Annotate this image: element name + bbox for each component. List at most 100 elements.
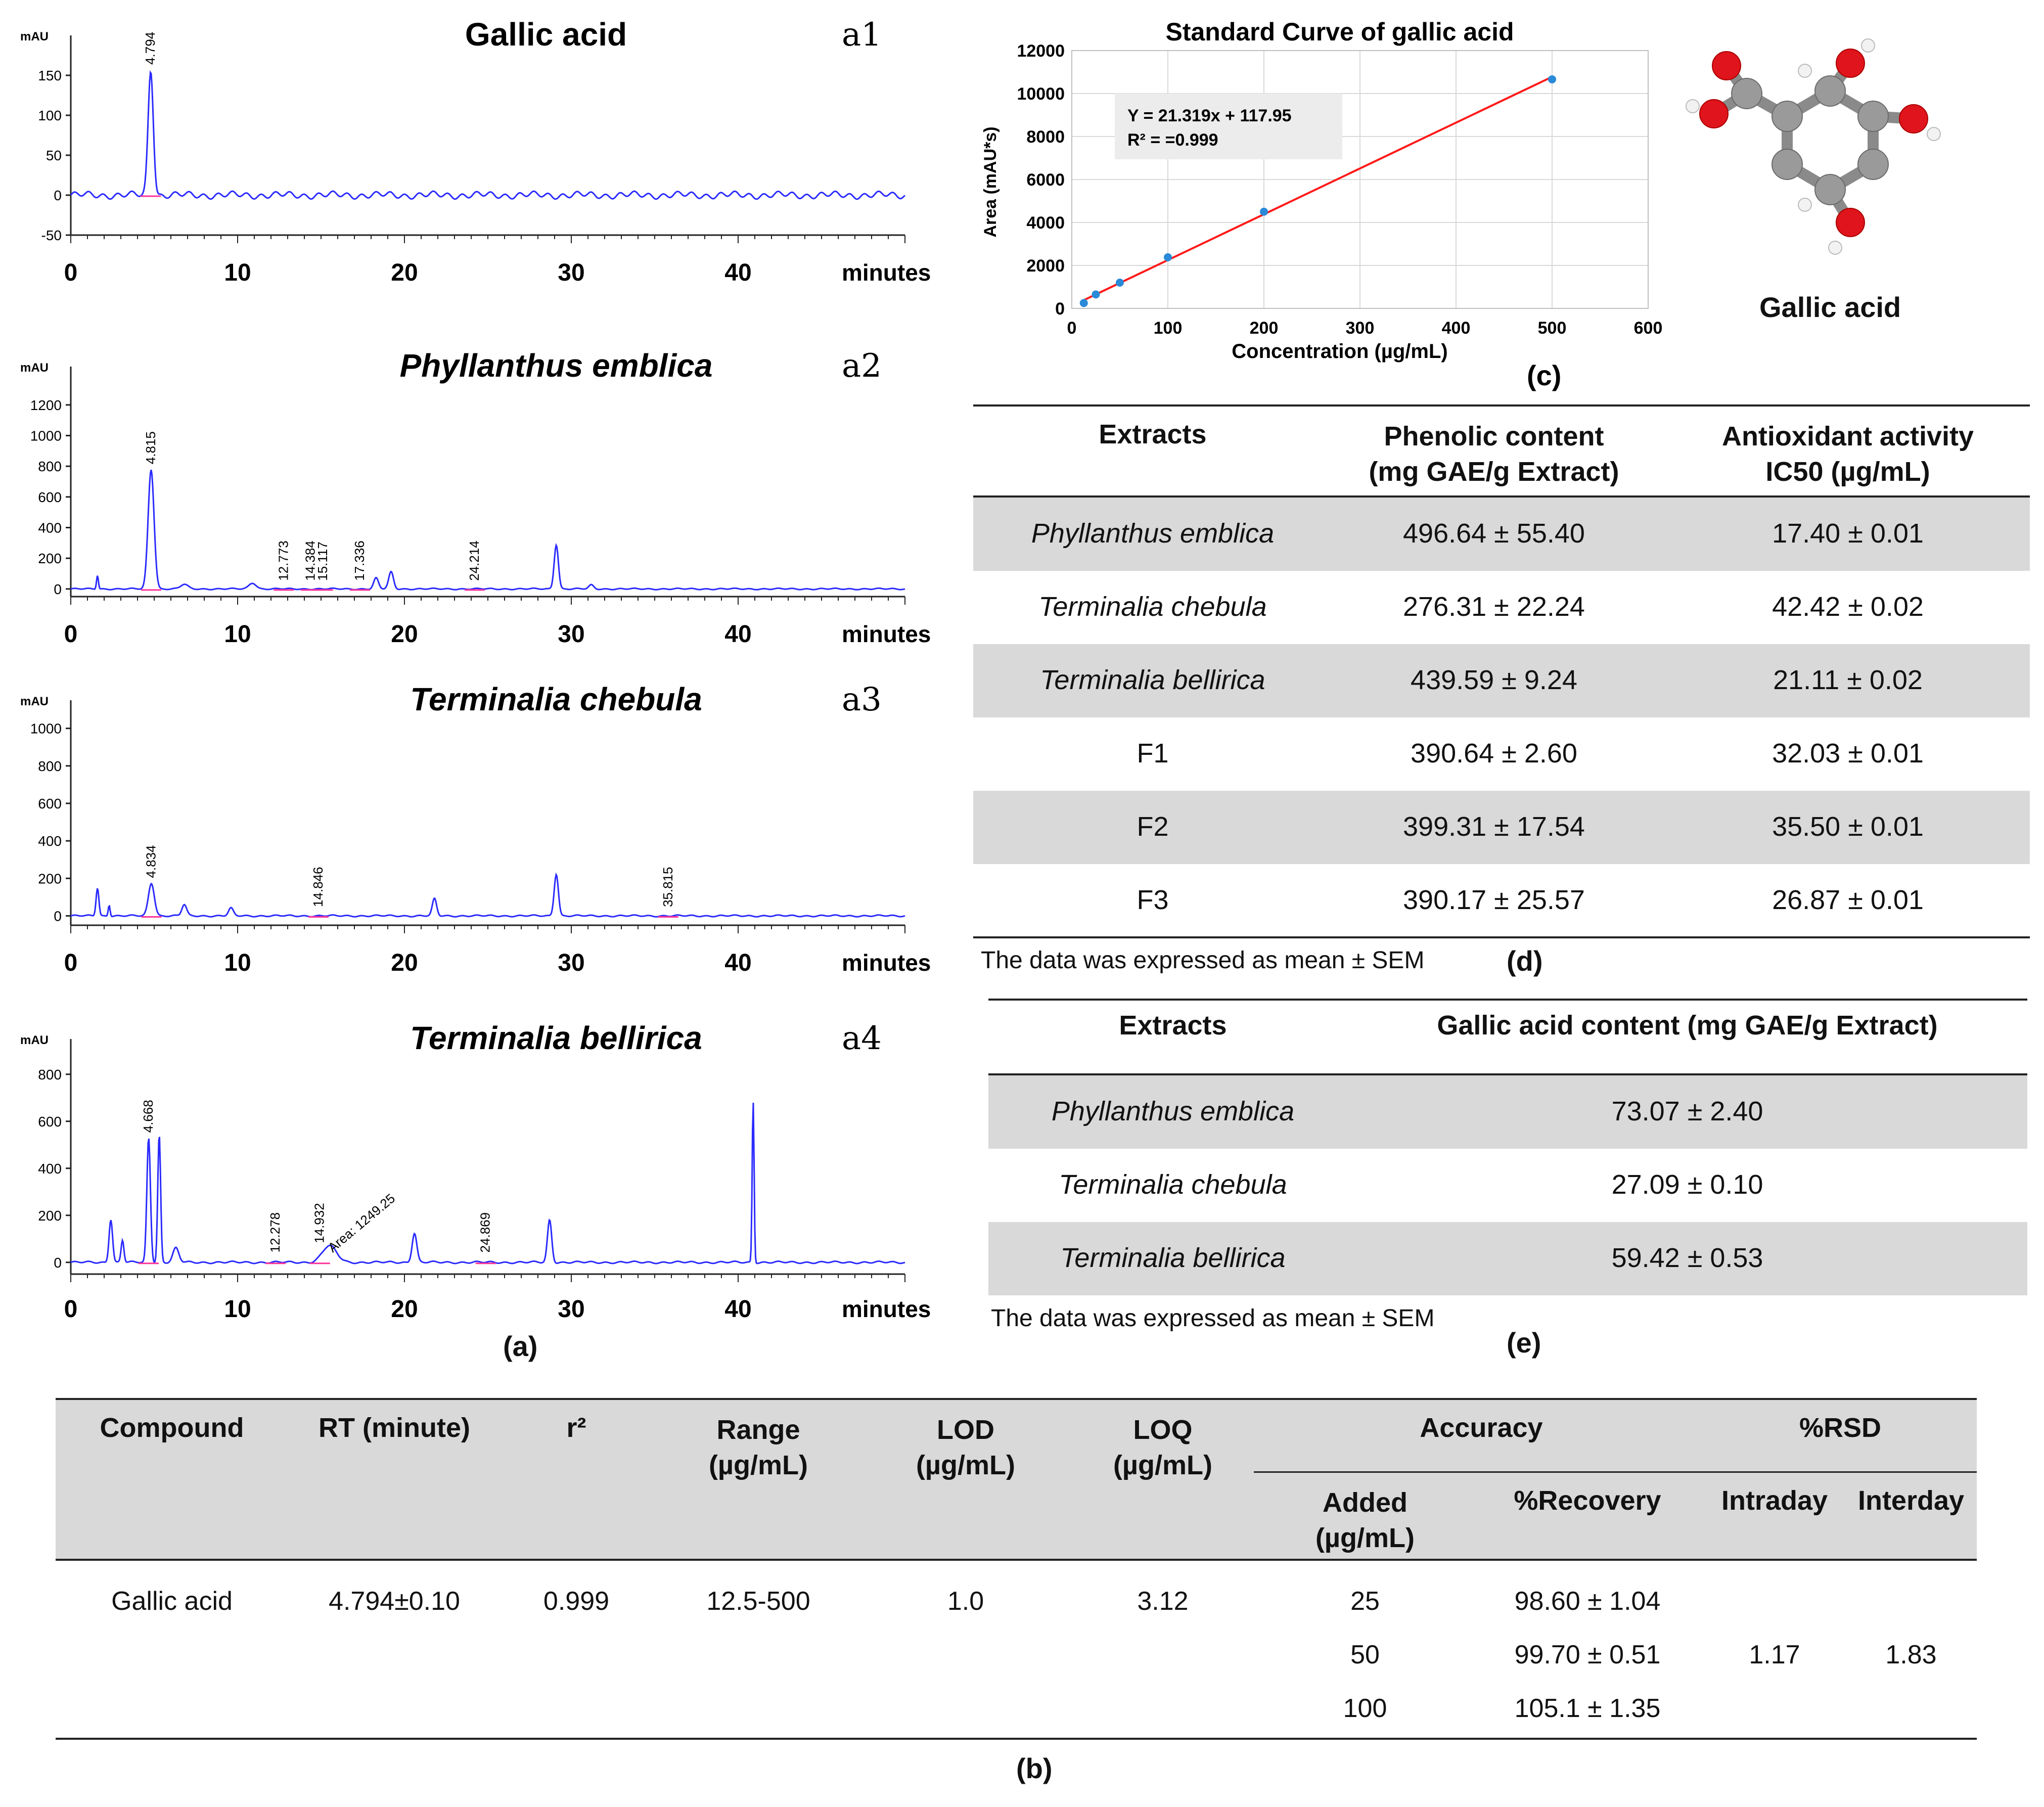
table-b-cell-loq: 3.12 — [1137, 1587, 1189, 1616]
y-tick-label-a2: 200 — [38, 551, 62, 566]
title-a4: Terminalia bellirica — [410, 1020, 702, 1056]
y-tick-label-a2: 1000 — [30, 428, 62, 444]
x-tick-label-a1: 40 — [724, 259, 751, 286]
figure-label-a: (a) — [503, 1330, 538, 1362]
y-tick-label-a3: 0 — [54, 908, 62, 924]
chromatogram-a2: mAU 0 200 400 600 800 1000 1200 0 10 20 30 40 minutes… — [20, 347, 931, 648]
table-e-header-rule — [988, 1073, 2027, 1075]
table-d-cell-phenolic: 439.59 ± 9.24 — [1411, 665, 1577, 695]
table-b-method-validation: Compound RT (minute) r² Range (µg/mL) LO… — [56, 1398, 1977, 1802]
y-tick-label-a3: 600 — [38, 796, 62, 811]
mau-label-a3: mAU — [20, 695, 49, 708]
table-b-header-rt: RT (minute) — [319, 1413, 470, 1443]
x-tick-label: 400 — [1442, 319, 1471, 338]
r2-label: R² = =0.999 — [1127, 130, 1218, 150]
y-tick-label-a2: 800 — [38, 459, 62, 474]
minutes-label-a3: minutes — [842, 950, 931, 976]
table-d-cell-phenolic: 496.64 ± 55.40 — [1403, 518, 1585, 549]
x-tick-label-a1: 30 — [558, 259, 584, 286]
equation-label: Y = 21.319x + 117.95 — [1127, 106, 1292, 125]
equation-box — [1115, 94, 1342, 159]
table-b-header-intraday: Intraday — [1721, 1485, 1828, 1516]
table-b-header-lod: LOD (µg/mL) — [916, 1415, 1016, 1481]
x-tick-label-a3: 30 — [558, 950, 584, 976]
panel-tag-a2: a2 — [842, 347, 882, 385]
x-tick-label-a1: 10 — [224, 259, 251, 286]
chromatogram-a3: mAU 0 200 400 600 800 1000 0 10 20 30 40 minutes Term… — [20, 681, 931, 976]
peak-label-a4: 24.869 — [478, 1212, 493, 1253]
table-d-cell-ic50: 26.87 ± 0.01 — [1772, 885, 1924, 915]
y-tick-label-a1: 100 — [38, 108, 62, 123]
x-tick-label-a2: 10 — [224, 621, 251, 648]
y-tick-label: 10000 — [1017, 84, 1065, 104]
table-d-row-shade — [973, 644, 2030, 717]
table-d-cell-phenolic: 399.31 ± 17.54 — [1403, 811, 1585, 842]
y-tick-label: 0 — [1055, 299, 1065, 319]
table-b-top-rule — [56, 1398, 1977, 1400]
table-d-cell-extract: F1 — [1137, 738, 1169, 769]
x-tick-label-a2: 0 — [64, 621, 78, 648]
trace-a2 — [70, 469, 905, 591]
y-tick-label-a1: 150 — [38, 68, 62, 83]
y-tick-label: 4000 — [1026, 213, 1065, 233]
y-axis-title: Area (mAU*s) — [981, 126, 1000, 237]
x-tick-label-a4: 10 — [224, 1296, 251, 1323]
table-e-cell-extract: Phyllanthus emblica — [1051, 1096, 1295, 1126]
table-e-cell-value: 73.07 ± 2.40 — [1611, 1096, 1763, 1126]
table-b-cell-added-1: 25 — [1350, 1587, 1380, 1616]
table-e-cell-value: 59.42 ± 0.53 — [1611, 1243, 1763, 1273]
table-d-bottom-rule — [973, 936, 2030, 938]
x-tick-label-a4: 0 — [64, 1296, 78, 1323]
data-point — [1260, 207, 1268, 216]
mau-label-a1: mAU — [20, 30, 49, 43]
x-tick-label: 0 — [1067, 319, 1077, 338]
table-b-header-added: Added (µg/mL) — [1315, 1487, 1415, 1554]
table-b-header-accuracy: Accuracy — [1420, 1413, 1543, 1443]
y-tick-label-a3: 200 — [38, 871, 62, 886]
table-b-header-background — [56, 1398, 1977, 1560]
trace-a4 — [70, 1103, 905, 1264]
y-tick-label-a1: -50 — [41, 228, 62, 243]
table-b-header-range: Range (µg/mL) — [708, 1415, 808, 1481]
table-b-header-compound: Compound — [100, 1413, 244, 1443]
table-d-phenolic-antioxidant: Extracts Phenolic content (mg GAE/g Extr… — [973, 404, 2030, 986]
table-e-row-shade — [988, 1222, 2027, 1295]
x-tick-label-a3: 0 — [64, 950, 78, 976]
x-tick-label-a3: 20 — [391, 950, 418, 976]
table-d-row-shade — [973, 498, 2030, 571]
peak-label-a2: 15.117 — [315, 541, 330, 581]
table-b-cell-added-3: 100 — [1343, 1694, 1387, 1723]
table-b-header-rule — [56, 1559, 1977, 1561]
y-tick-label-a2: 400 — [38, 520, 62, 536]
table-b-cell-recovery-2: 99.70 ± 0.51 — [1514, 1640, 1661, 1669]
y-tick-label-a4: 400 — [38, 1161, 62, 1177]
x-tick-label-a1: 0 — [64, 259, 78, 286]
data-point — [1092, 290, 1100, 299]
y-tick-label-a1: 50 — [46, 148, 62, 163]
table-b-header-r2: r² — [566, 1413, 586, 1443]
peak-label-a3: 4.834 — [144, 845, 159, 878]
chromatogram-a1: mAU -50 0 50 100 150 0 10 20 30 40 minutes Gallic ac… — [20, 16, 931, 286]
x-tick-label-a4: 20 — [391, 1296, 418, 1323]
molecule-name: Gallic acid — [1759, 291, 1901, 323]
peak-label-a1: 4.794 — [143, 32, 158, 65]
y-tick-label-a3: 800 — [38, 758, 62, 774]
peak-label-a4: 14.932 — [312, 1203, 327, 1243]
x-tick-label-a3: 10 — [224, 950, 251, 976]
x-tick-label-a4: 30 — [558, 1296, 584, 1323]
table-b-cell-rt: 4.794±0.10 — [329, 1587, 460, 1616]
table-e-row-shade — [988, 1075, 2027, 1149]
peak-label-a3: 35.815 — [660, 867, 675, 908]
x-tick-label-a2: 40 — [724, 621, 751, 648]
table-d-cell-extract: Phyllanthus emblica — [1031, 518, 1275, 549]
panel-tag-a1: a1 — [842, 16, 882, 54]
x-tick-label-a2: 30 — [558, 621, 584, 648]
table-e-header-content: Gallic acid content (mg GAE/g Extract) — [1437, 1010, 1938, 1041]
x-tick-label: 300 — [1346, 319, 1375, 338]
y-tick-label: 8000 — [1026, 127, 1065, 147]
x-tick-label: 500 — [1538, 319, 1567, 338]
table-d-cell-ic50: 42.42 ± 0.02 — [1772, 592, 1924, 622]
y-tick-label-a4: 200 — [38, 1208, 62, 1224]
y-tick-label-a1: 0 — [54, 188, 62, 203]
peak-label-a4: 4.668 — [141, 1100, 156, 1133]
